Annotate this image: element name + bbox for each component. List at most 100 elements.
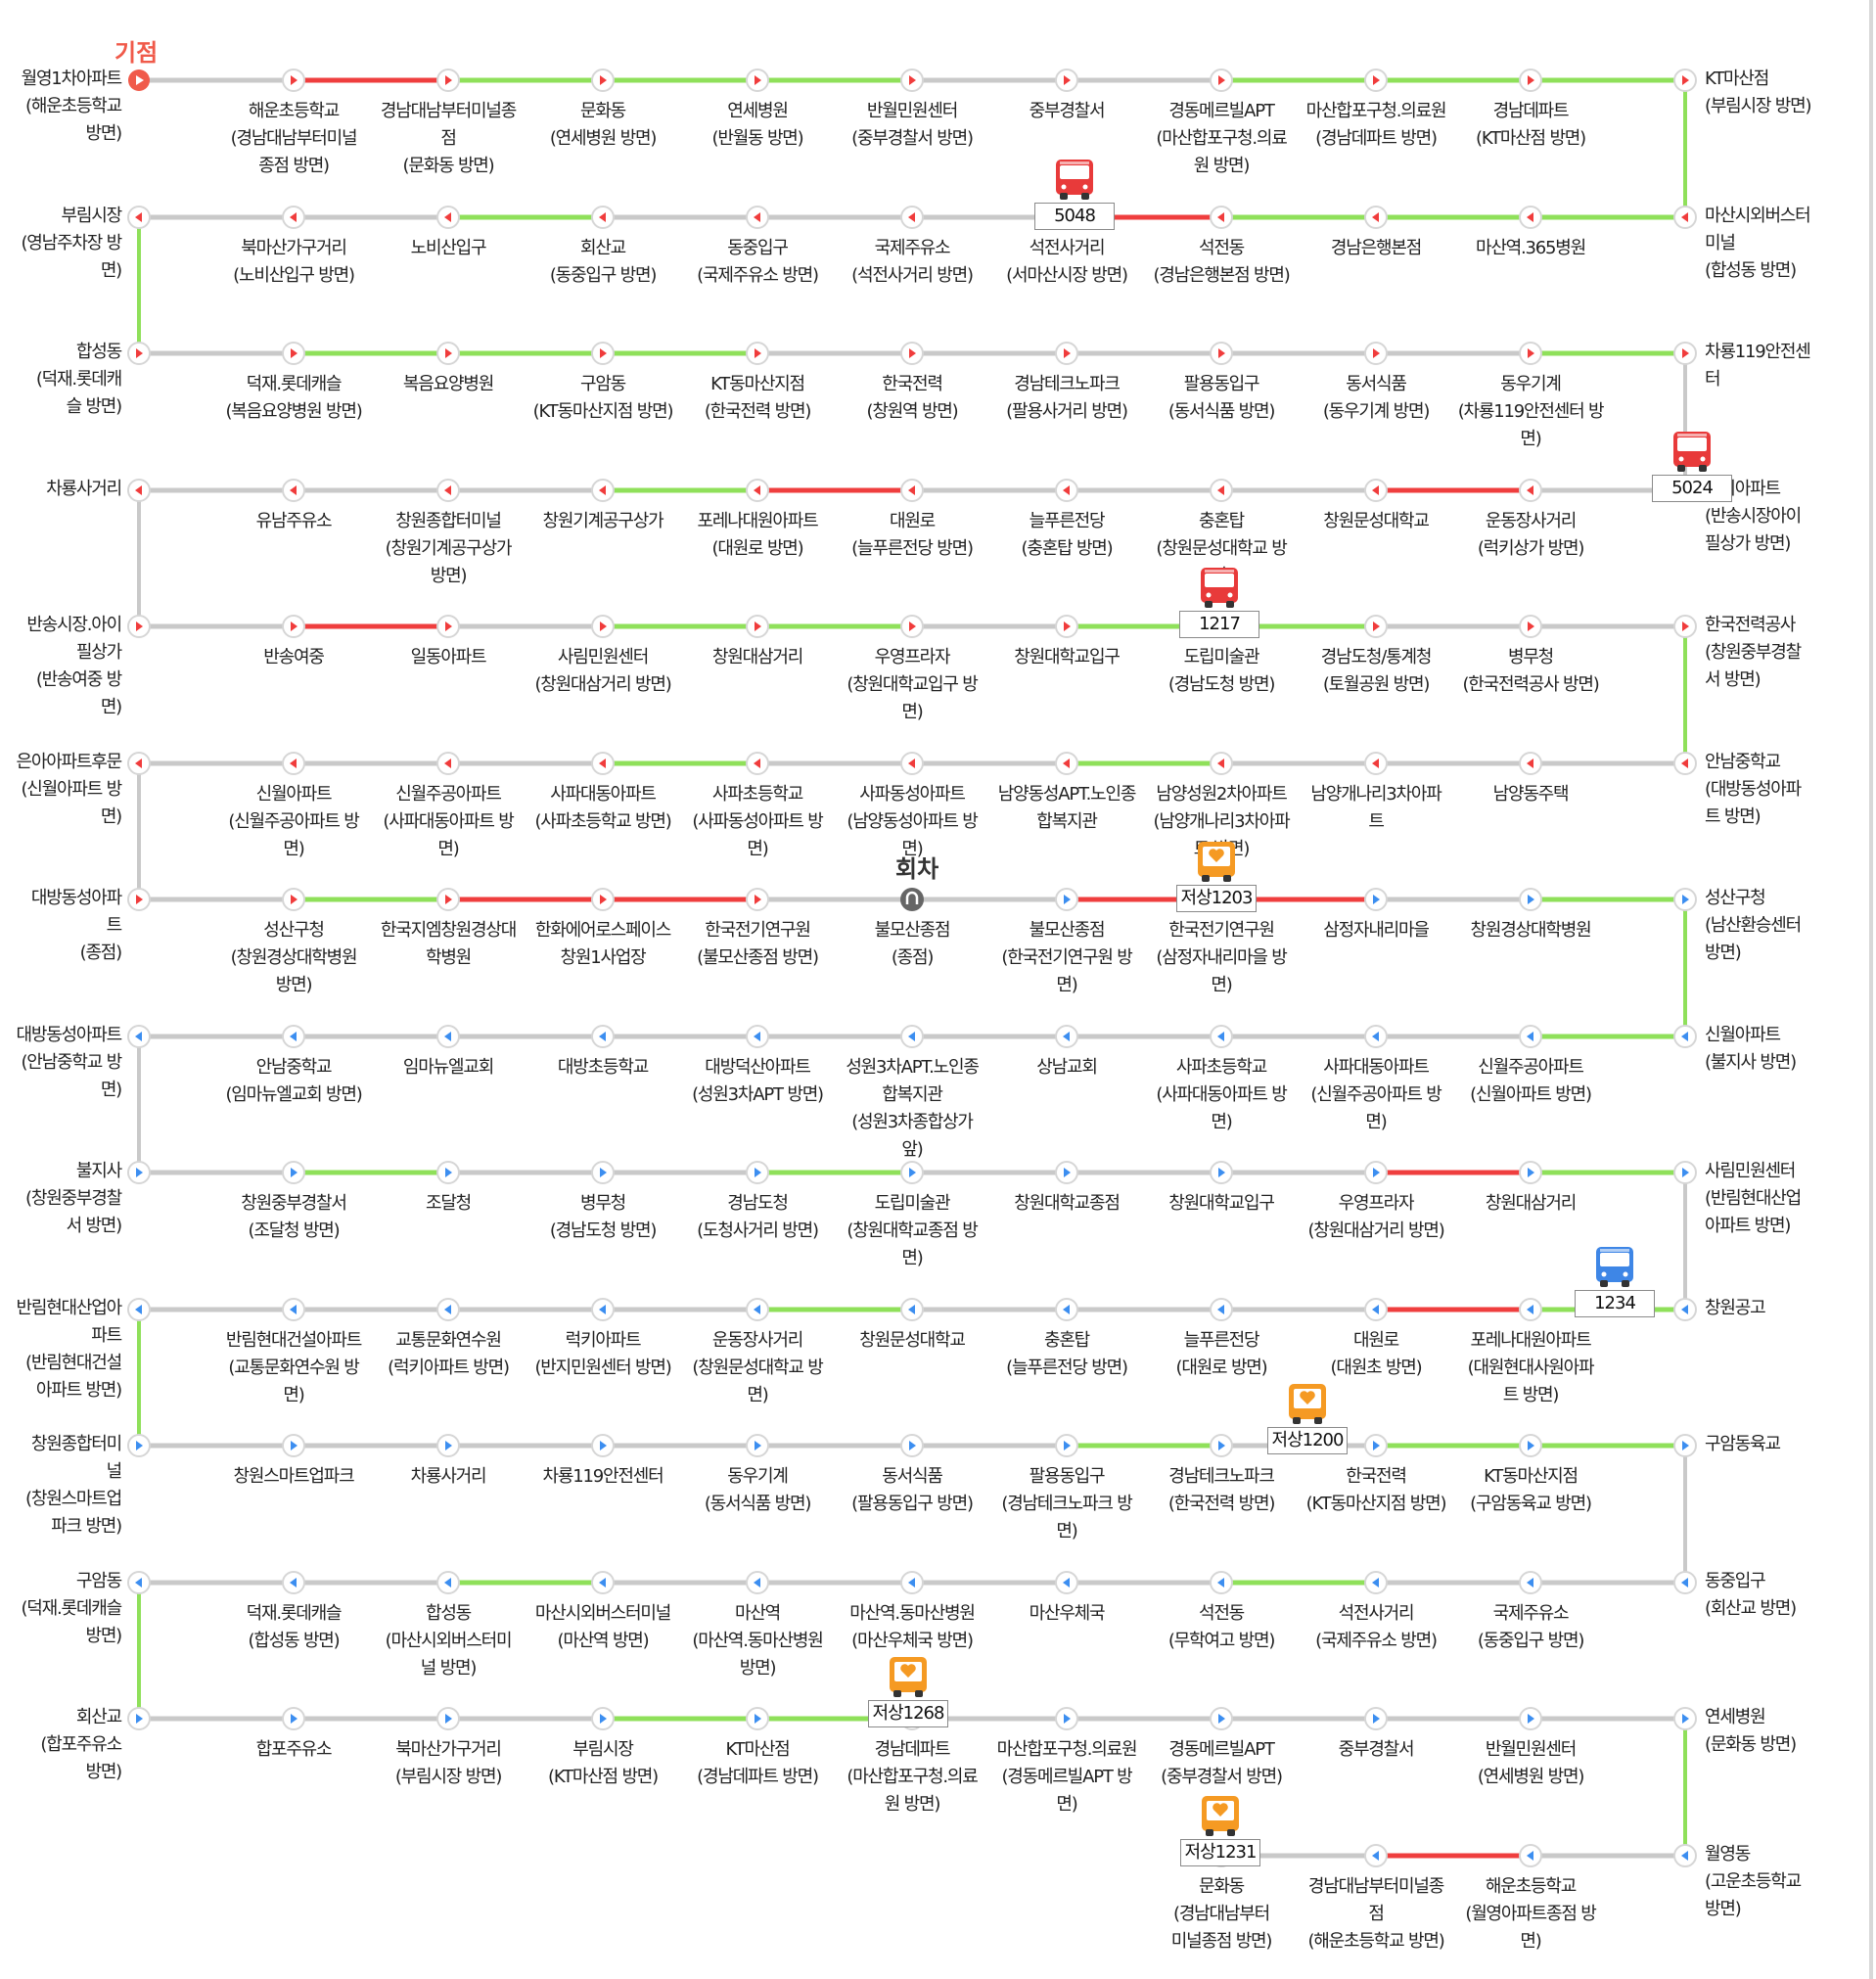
stop-node[interactable] xyxy=(746,615,769,638)
stop-node[interactable] xyxy=(1055,479,1078,502)
stop-label[interactable]: 동중입구 (국제주유소 방면) xyxy=(697,238,819,286)
stop-label[interactable]: KT마산점 (경남데파트 방면) xyxy=(697,1739,819,1787)
stop-label[interactable]: 대방동성아파 트 (종점) xyxy=(30,888,122,963)
stop-node[interactable] xyxy=(1673,1025,1697,1048)
stop-label[interactable]: 병무청 (경남도청 방면) xyxy=(549,1193,658,1241)
stop-label[interactable]: 국제주유소 (동중입구 방면) xyxy=(1477,1603,1585,1651)
stop-node[interactable] xyxy=(127,888,151,911)
stop-node[interactable] xyxy=(900,206,924,229)
stop-node[interactable] xyxy=(282,1161,305,1184)
stop-node[interactable] xyxy=(746,1161,769,1184)
stop-label[interactable]: 신월아파트 (불지사 방면) xyxy=(1705,1025,1797,1073)
stop-label[interactable]: 문화동 (연세병원 방면) xyxy=(549,101,658,149)
stop-node[interactable] xyxy=(436,1571,460,1594)
stop-node[interactable] xyxy=(1673,206,1697,229)
stop-node[interactable] xyxy=(746,888,769,911)
stop-node[interactable] xyxy=(127,1707,151,1730)
stop-label[interactable]: 경동메르빌APT (중부경찰서 방면) xyxy=(1161,1739,1283,1787)
stop-label[interactable]: 늘푸른전당 (충혼탑 방면) xyxy=(1021,511,1114,559)
stop-node[interactable] xyxy=(127,479,151,502)
stop-label[interactable]: 차룡119안전센터 xyxy=(542,1466,664,1487)
stop-node[interactable] xyxy=(900,615,924,638)
stop-label[interactable]: 대원로 (대원초 방면) xyxy=(1330,1330,1423,1378)
stop-node[interactable] xyxy=(127,1298,151,1321)
stop-label[interactable]: 창원대삼거리 xyxy=(711,647,803,667)
stop-label[interactable]: 창원종합터미 널 (창원스마트업 파크 방면) xyxy=(25,1434,122,1537)
stop-node[interactable] xyxy=(127,1571,151,1594)
stop-node[interactable] xyxy=(1210,1571,1233,1594)
stop-label[interactable]: 우영프라자 (창원대삼거리 방면) xyxy=(1307,1193,1444,1241)
stop-label[interactable]: 충혼탑 (창원문성대학교 방 면) xyxy=(1156,511,1287,586)
stop-label[interactable]: 불모산종점 (종점) xyxy=(874,920,951,968)
stop-node[interactable] xyxy=(1210,1298,1233,1321)
stop-label[interactable]: 한국지엠창원경상대 학병원 xyxy=(380,920,517,968)
stop-node[interactable] xyxy=(1673,69,1697,92)
stop-label[interactable]: 동서식품 (동우기계 방면) xyxy=(1322,374,1431,422)
stop-node[interactable] xyxy=(1055,1025,1078,1048)
stop-label[interactable]: 회산교 (합포주유소 방면) xyxy=(40,1707,122,1782)
stop-node[interactable] xyxy=(1210,206,1233,229)
stop-node[interactable] xyxy=(282,752,305,775)
stop-label[interactable]: 운동장사거리 (럭키상가 방면) xyxy=(1477,511,1585,559)
stop-label[interactable]: 창원중부경찰서 (조달청 방면) xyxy=(241,1193,347,1241)
stop-node[interactable] xyxy=(127,1025,151,1048)
stop-label[interactable]: 한국전력공사 (창원중부경찰 서 방면) xyxy=(1705,615,1802,690)
stop-node[interactable] xyxy=(1210,1025,1233,1048)
stop-label[interactable]: 합성동 (마산시외버스터미 널 방면) xyxy=(385,1603,513,1679)
stop-node[interactable] xyxy=(436,1161,460,1184)
stop-node[interactable] xyxy=(1364,206,1388,229)
stop-node[interactable] xyxy=(746,1571,769,1594)
stop-node[interactable] xyxy=(282,1571,305,1594)
stop-node[interactable] xyxy=(1210,1434,1233,1457)
stop-node[interactable] xyxy=(1364,1434,1388,1457)
stop-node[interactable] xyxy=(1673,615,1697,638)
stop-node[interactable] xyxy=(127,615,151,638)
stop-label[interactable]: 연세병원 (문화동 방면) xyxy=(1705,1707,1797,1755)
stop-node[interactable] xyxy=(900,752,924,775)
stop-label[interactable]: 경남데파트 (마산합포구청.의료 원 방면) xyxy=(846,1739,978,1815)
bus-marker[interactable]: 1217 xyxy=(1172,567,1266,638)
stop-node[interactable] xyxy=(1364,1707,1388,1730)
stop-label[interactable]: 대방동성아파트 (안남중학교 방 면) xyxy=(16,1025,122,1100)
stop-node[interactable] xyxy=(1210,1161,1233,1184)
stop-label[interactable]: 대방덕산아파트 (성원3차APT 방면) xyxy=(692,1057,824,1105)
stop-node[interactable] xyxy=(591,615,615,638)
stop-node[interactable] xyxy=(591,1161,615,1184)
stop-label[interactable]: 상남교회 xyxy=(1036,1057,1098,1078)
stop-label[interactable]: 구암동 (KT동마산지점 방면) xyxy=(532,374,674,422)
stop-node[interactable] xyxy=(282,206,305,229)
stop-label[interactable]: 경남도청/통계청 (토월공원 방면) xyxy=(1320,647,1433,695)
stop-node[interactable] xyxy=(591,479,615,502)
bus-marker[interactable]: 저상1200 xyxy=(1260,1383,1354,1454)
stop-node[interactable] xyxy=(1210,479,1233,502)
stop-label[interactable]: 늘푸른전당 (대원로 방면) xyxy=(1175,1330,1268,1378)
stop-node[interactable] xyxy=(591,342,615,365)
stop-node[interactable] xyxy=(1210,1707,1233,1730)
bus-marker[interactable]: 저상1268 xyxy=(861,1656,955,1727)
stop-label[interactable]: 마산역.365병원 xyxy=(1475,238,1586,258)
stop-label[interactable]: 중부경찰서 xyxy=(1338,1739,1415,1760)
stop-node[interactable] xyxy=(127,206,151,229)
stop-label[interactable]: 임마뉴엘교회 xyxy=(402,1057,494,1078)
stop-label[interactable]: 유남주유소 xyxy=(255,511,333,531)
stop-label[interactable]: 사림민원센터 (창원대삼거리 방면) xyxy=(534,647,671,695)
stop-node[interactable] xyxy=(900,69,924,92)
stop-node[interactable] xyxy=(436,1298,460,1321)
stop-node[interactable] xyxy=(1364,615,1388,638)
bus-marker[interactable]: 저상1231 xyxy=(1173,1795,1267,1866)
stop-label[interactable]: 경남은행본점 xyxy=(1330,238,1422,258)
stop-node[interactable] xyxy=(746,342,769,365)
stop-label[interactable]: 차룡사거리 xyxy=(410,1466,487,1487)
stop-node[interactable] xyxy=(591,1298,615,1321)
stop-node[interactable] xyxy=(282,615,305,638)
stop-label[interactable]: 사파대동아파트 (사파초등학교 방면) xyxy=(534,784,671,832)
stop-label[interactable]: 국제주유소 (석전사거리 방면) xyxy=(851,238,974,286)
stop-node[interactable] xyxy=(900,1434,924,1457)
stop-node[interactable] xyxy=(1055,888,1078,911)
stop-label[interactable]: 창원문성대학교 xyxy=(1323,511,1430,531)
stop-label[interactable]: 덕재.롯데캐슬 (합성동 방면) xyxy=(246,1603,343,1651)
stop-node[interactable] xyxy=(436,1025,460,1048)
stop-node[interactable] xyxy=(1519,342,1542,365)
stop-label[interactable]: KT동마산지점 (한국전력 방면) xyxy=(704,374,812,422)
stop-node[interactable] xyxy=(282,888,305,911)
